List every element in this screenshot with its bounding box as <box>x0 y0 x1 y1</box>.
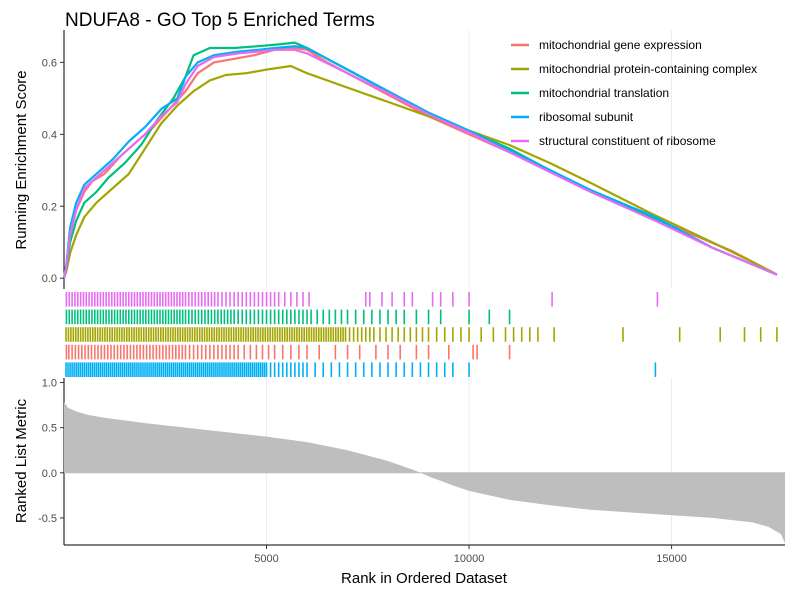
legend-label-4: structural constituent of ribosome <box>539 134 716 148</box>
x-tick-label: 5000 <box>254 553 278 565</box>
x-tick-label: 15000 <box>656 553 687 565</box>
bottom-y-tick-label: 0.0 <box>42 468 57 480</box>
bottom-y-axis-title: Ranked List Metric <box>13 398 30 523</box>
x-axis-title: Rank in Ordered Dataset <box>341 570 508 587</box>
top-y-tick-label: 0.6 <box>42 57 57 69</box>
top-y-tick-label: 0.2 <box>42 201 57 213</box>
hit-markers <box>65 292 778 377</box>
enrichment-curve-2 <box>62 41 778 279</box>
top-y-tick-label: 0.0 <box>42 273 57 285</box>
chart-title: NDUFA8 - GO Top 5 Enriched Terms <box>65 10 375 31</box>
legend-label-3: ribosomal subunit <box>539 110 634 124</box>
legend-label-2: mitochondrial translation <box>539 86 669 100</box>
legend: mitochondrial gene expression mitochondri… <box>511 38 757 148</box>
x-tick-label: 10000 <box>454 553 485 565</box>
ranked-metric-area <box>64 402 785 544</box>
legend-label-0: mitochondrial gene expression <box>539 38 702 52</box>
enrichment-curve-0 <box>62 46 778 279</box>
top-y-axis-title: Running Enrichment Score <box>13 70 30 249</box>
enrichment-curve-4 <box>62 48 778 279</box>
enrichment-curve-3 <box>62 45 778 279</box>
bottom-y-tick-label: 0.5 <box>42 423 57 435</box>
bottom-y-tick-label: 1.0 <box>42 378 57 390</box>
legend-label-1: mitochondrial protein-containing complex <box>539 62 757 76</box>
tick-labels: 0.0 0.2 0.4 0.6 1.0 0.5 0.0 -0.5 5000 10000 15000 <box>38 57 687 565</box>
top-y-tick-label: 0.4 <box>42 129 57 141</box>
enrichment-curve-1 <box>62 64 778 279</box>
bottom-y-tick-label: -0.5 <box>38 513 57 525</box>
enrichment-curves <box>62 41 778 279</box>
